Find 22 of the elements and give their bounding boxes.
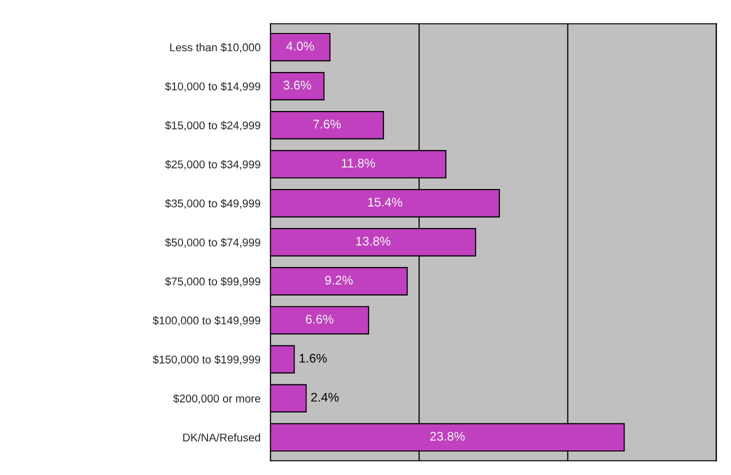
y-tick-label: $150,000 to $199,999 bbox=[152, 355, 260, 365]
data-label: 4.0% bbox=[286, 42, 314, 51]
data-label: 2.4% bbox=[311, 392, 339, 402]
y-tick-label: $25,000 to $34,999 bbox=[165, 160, 260, 170]
data-label: 7.6% bbox=[313, 120, 341, 129]
y-tick-label: Less than $10,000 bbox=[170, 42, 260, 53]
y-tick-label: $75,000 to $99,999 bbox=[165, 277, 260, 287]
data-label: 6.6% bbox=[306, 314, 334, 324]
y-tick-label: $35,000 to $49,999 bbox=[165, 199, 260, 209]
data-label: 23.8% bbox=[430, 432, 465, 441]
data-label: 11.8% bbox=[342, 158, 375, 168]
y-tick-label: $50,000 to $74,999 bbox=[165, 238, 260, 248]
y-tick-label: DK/NA/Refused bbox=[183, 433, 260, 442]
data-label: 15.4% bbox=[368, 198, 402, 207]
y-tick-label: $100,000 to $149,999 bbox=[152, 316, 260, 326]
y-tick-label: $200,000 or more bbox=[173, 394, 260, 404]
data-label: 1.6% bbox=[300, 354, 327, 363]
data-label: 13.8% bbox=[356, 236, 390, 246]
y-tick-label: $15,000 to $24,999 bbox=[165, 120, 260, 131]
y-tick-label: $10,000 to $14,999 bbox=[165, 82, 260, 92]
data-label: 9.2% bbox=[325, 276, 353, 285]
data-label: 3.6% bbox=[283, 80, 312, 90]
